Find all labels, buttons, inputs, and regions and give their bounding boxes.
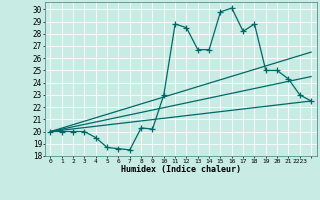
X-axis label: Humidex (Indice chaleur): Humidex (Indice chaleur) bbox=[121, 165, 241, 174]
